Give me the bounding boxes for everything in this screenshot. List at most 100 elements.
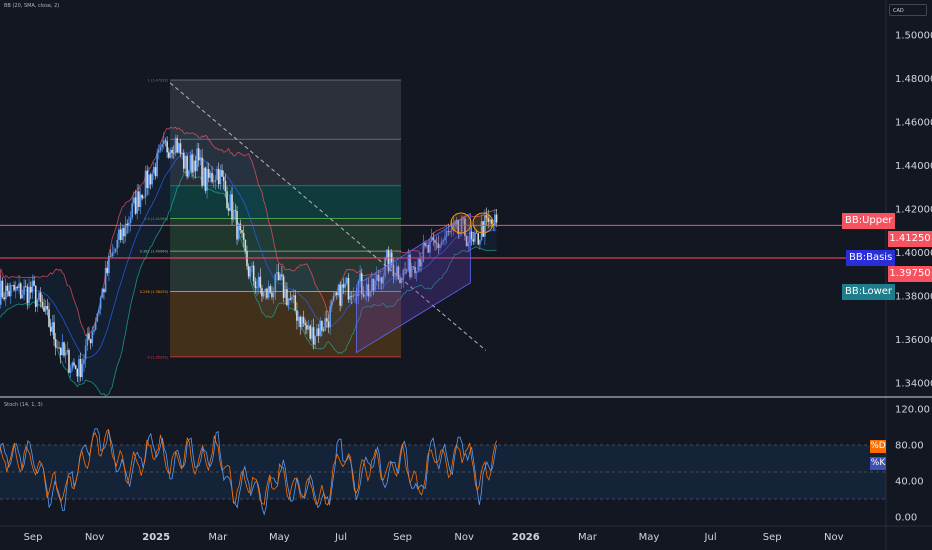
candle-body xyxy=(442,239,445,242)
candle-body xyxy=(395,266,398,276)
candle-body xyxy=(98,309,100,314)
candle-body xyxy=(319,320,321,336)
candle-body xyxy=(419,258,421,267)
candle-body xyxy=(312,327,315,345)
candle-body xyxy=(179,143,182,154)
candle-body xyxy=(232,210,235,220)
candle-body xyxy=(480,221,483,240)
bb-indicator-label[interactable]: BB (20, SMA, close, 2) xyxy=(4,3,60,9)
candle-body xyxy=(316,328,318,337)
candle-body xyxy=(400,279,403,284)
candle-body xyxy=(13,284,15,291)
candle-body xyxy=(349,295,351,300)
candle-body xyxy=(382,275,385,284)
time-tick-label: Mar xyxy=(578,532,598,543)
candle-body xyxy=(59,347,62,356)
currency-selector[interactable]: CAD xyxy=(889,4,927,16)
candle-body xyxy=(91,331,94,344)
candle-body xyxy=(407,254,410,271)
candle-body xyxy=(48,309,50,327)
candle-body xyxy=(113,251,115,253)
stoch-indicator-label[interactable]: Stoch (14, 1, 3) xyxy=(4,402,43,408)
candle-body xyxy=(394,275,396,277)
candle-body xyxy=(302,316,305,324)
candle-body xyxy=(337,284,340,296)
stoch-tick-label: 120.00 xyxy=(895,405,930,416)
candle-body xyxy=(385,249,388,258)
candle-body xyxy=(399,279,401,284)
candle-body xyxy=(144,170,147,198)
candle-body xyxy=(370,278,373,292)
candle-body xyxy=(214,180,217,182)
candle-body xyxy=(136,191,138,214)
price-tick-label: 1.46000 xyxy=(895,118,932,129)
candle-body xyxy=(148,174,150,189)
candle-body xyxy=(432,237,435,241)
candle-body xyxy=(151,173,153,185)
price-axis[interactable]: 1.50000 1.48000 1.46000 1.44000 1.42000 1.400… xyxy=(885,0,932,550)
price-tick-label: 1.36000 xyxy=(895,335,932,346)
candle-body xyxy=(31,280,34,293)
candle-body xyxy=(354,294,356,296)
candle-body xyxy=(99,297,102,310)
candle-body xyxy=(469,231,471,243)
candle-body xyxy=(490,219,493,224)
upper-price-tag: 1.41250 xyxy=(888,231,932,247)
candle-body xyxy=(261,288,263,297)
candle-body xyxy=(437,243,440,248)
candle-body xyxy=(409,254,411,277)
candle-body xyxy=(397,266,400,280)
candle-body xyxy=(49,326,52,332)
candle-body xyxy=(88,333,90,340)
bb-upper-line xyxy=(0,126,497,337)
candle-body xyxy=(390,252,393,265)
candle-body xyxy=(484,215,486,237)
candle-body xyxy=(133,197,135,204)
candle-body xyxy=(460,219,463,233)
candle-body xyxy=(367,284,370,297)
time-tick-label: Sep xyxy=(24,532,43,543)
candle-body xyxy=(86,333,89,346)
drawings[interactable] xyxy=(0,82,886,354)
candle-body xyxy=(181,152,183,154)
time-axis[interactable]: Sep Nov 2025 Mar May Jul Sep Nov 2026 Mar May Jul Se… xyxy=(0,525,932,543)
candle-body xyxy=(84,345,87,360)
candle-body xyxy=(284,289,287,298)
candle-body xyxy=(254,281,257,289)
candle-body xyxy=(287,298,290,306)
candle-body xyxy=(111,252,114,257)
candle-body xyxy=(369,291,371,297)
candle-body xyxy=(38,292,40,300)
candle-body xyxy=(156,152,158,177)
candle-body xyxy=(242,232,245,240)
candle-body xyxy=(51,322,54,332)
candle-body xyxy=(339,284,341,306)
time-tick-label: 2026 xyxy=(512,532,540,543)
candle-body xyxy=(297,316,300,321)
candle-body xyxy=(457,220,460,235)
candle-body xyxy=(141,194,143,199)
time-tick-label: May xyxy=(269,532,290,543)
candle-body xyxy=(405,270,408,271)
candle-body xyxy=(357,281,360,296)
candle-body xyxy=(104,268,107,293)
candle-body xyxy=(93,329,95,332)
candle-body xyxy=(171,149,173,153)
candle-body xyxy=(11,284,14,286)
candle-body xyxy=(76,368,79,377)
candle-body xyxy=(172,152,175,154)
time-tick-label: 2025 xyxy=(142,532,170,543)
candle-body xyxy=(482,221,485,237)
candle-body xyxy=(201,157,203,186)
candle-body xyxy=(64,352,67,356)
price-tick-label: 1.38000 xyxy=(895,292,932,303)
candle-body xyxy=(311,327,313,339)
candle-body xyxy=(434,240,436,243)
candle-body xyxy=(425,245,428,246)
stoch-k-tag: %K xyxy=(870,457,886,470)
candle-body xyxy=(347,277,350,300)
candle-body xyxy=(58,347,60,349)
candle-body xyxy=(495,214,498,223)
candle-body xyxy=(226,191,228,209)
